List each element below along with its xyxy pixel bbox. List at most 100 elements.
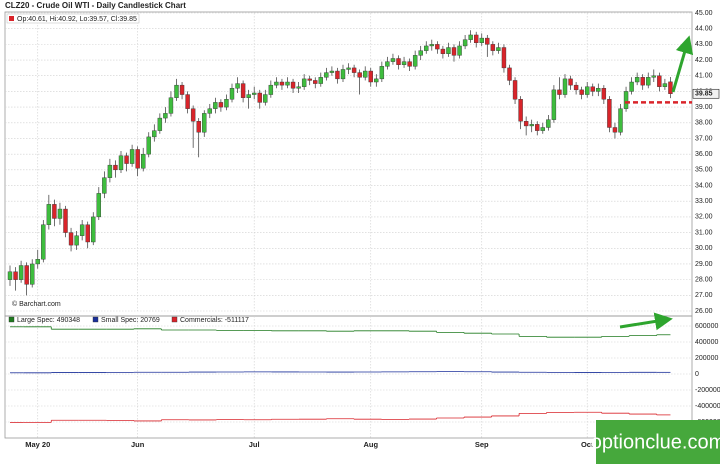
candle-body	[623, 91, 629, 109]
candle-body	[646, 77, 651, 86]
legend-swatch	[8, 316, 15, 323]
candle-body	[318, 77, 323, 84]
candle-body	[557, 89, 562, 95]
x-tick-label: Sep	[475, 440, 489, 449]
marks: 26.00 27.00 28.00 29.00 30.00 31.00 32.00 33.00…	[5, 10, 720, 449]
last-price-label: 39.85	[695, 91, 713, 98]
legend-swatch	[171, 316, 178, 323]
candle-body	[85, 224, 90, 243]
candle-body	[407, 61, 412, 67]
candle-body	[479, 37, 484, 44]
candle-body	[412, 55, 418, 67]
candle-body	[596, 88, 601, 92]
candle-body	[385, 61, 390, 67]
candle-body	[446, 47, 451, 54]
candle-body	[290, 81, 296, 89]
candle-body	[657, 75, 662, 87]
candle-body	[274, 81, 279, 86]
candle-body	[96, 193, 102, 218]
candle-body	[129, 149, 135, 164]
x-tick-label: May 20	[25, 440, 50, 449]
candle-body	[146, 136, 151, 155]
candle-body	[163, 113, 168, 119]
y-tick-label: 200000	[695, 355, 718, 362]
candle-body	[429, 44, 434, 47]
price-panel	[4, 11, 693, 317]
candle-body	[374, 78, 379, 83]
candle-body	[307, 78, 312, 81]
candle-body	[224, 99, 229, 108]
y-tick-label: 43.00	[695, 41, 713, 48]
candle-body	[662, 83, 668, 87]
candle-body	[152, 130, 157, 138]
candle-body	[218, 102, 224, 108]
candle-body	[30, 263, 35, 285]
candle-body	[573, 84, 579, 91]
candle-body	[190, 108, 196, 122]
candle-body	[324, 72, 329, 78]
trend-arrow	[671, 35, 694, 93]
candle-body	[351, 67, 357, 73]
candle-body	[651, 75, 656, 78]
y-tick-label: 44.00	[695, 26, 713, 33]
candle-body	[329, 70, 335, 73]
candle-body	[363, 70, 368, 78]
candle-body	[507, 67, 512, 81]
candle-body	[157, 117, 163, 131]
candle-body	[568, 78, 573, 86]
y-tick-label: 32.00	[695, 214, 713, 221]
candle-body	[240, 83, 246, 98]
candle-body	[74, 235, 79, 246]
candle-body	[523, 121, 529, 127]
candle-body	[607, 99, 612, 128]
candle-body	[207, 108, 213, 114]
y-tick-label: 42.00	[695, 57, 713, 64]
y-tick-label: 39.00	[695, 104, 713, 111]
candle-body	[396, 58, 401, 65]
ohlc-legend: Op:40.61, Hi:40.92, Lo:39.57, Cl:39.85	[17, 16, 137, 23]
candle-body	[296, 86, 301, 89]
candle-body	[579, 89, 584, 95]
candle-body	[213, 102, 218, 109]
y-tick-label: 400000	[695, 339, 718, 346]
candle-body	[168, 97, 174, 114]
candle-body	[46, 204, 52, 225]
candle-body	[379, 66, 385, 80]
ohlc-legend-box	[6, 13, 140, 24]
candle-body	[490, 44, 496, 51]
candle-body	[585, 86, 590, 95]
candle-body	[113, 164, 118, 171]
y-tick-label: 600000	[695, 323, 718, 330]
candle-body	[174, 84, 179, 98]
candle-body	[140, 153, 146, 169]
candle-body	[474, 34, 479, 43]
y-tick-label: 26.00	[695, 308, 713, 315]
candle-body	[124, 155, 129, 164]
candle-body	[401, 61, 407, 65]
candle-body	[601, 88, 607, 100]
candle-body	[229, 88, 235, 100]
watermark-box	[596, 420, 720, 464]
y-tick-label: 27.00	[695, 292, 713, 299]
y-tick-label: 34.00	[695, 182, 713, 189]
candle-body	[546, 119, 551, 128]
candle-body	[335, 70, 340, 80]
y-tick-label: 31.00	[695, 229, 713, 236]
y-tick-label: -400000	[695, 403, 720, 410]
candle-body	[346, 67, 351, 70]
candle-body	[107, 164, 113, 178]
candle-body	[268, 84, 274, 95]
candle-body	[512, 80, 518, 100]
candle-body	[246, 94, 251, 98]
legend-label: Commercials: -511117	[180, 317, 249, 324]
candle-body	[68, 232, 74, 246]
candle-body	[135, 149, 140, 169]
candle-body	[440, 48, 446, 54]
candle-body	[435, 44, 440, 50]
candle-body	[424, 45, 429, 51]
candle-body	[518, 99, 523, 122]
candle-body	[485, 37, 490, 45]
y-tick-label: 33.00	[695, 198, 713, 205]
legend-label: Large Spec: 490348	[17, 317, 80, 324]
